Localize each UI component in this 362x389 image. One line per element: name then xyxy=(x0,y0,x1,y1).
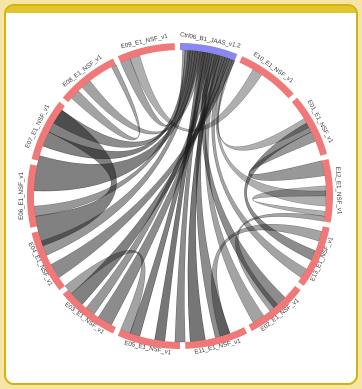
segment-arc xyxy=(239,56,294,99)
segment-arc xyxy=(31,231,65,291)
segment-arc xyxy=(117,43,175,63)
chord-diagram: Ctrl06_B1_JAAS_v1.2E10_E1_NSF_v1E01_E1_N… xyxy=(18,31,343,357)
segment-arc xyxy=(26,164,38,228)
link-ribbon xyxy=(211,224,322,337)
link-ribbon xyxy=(248,131,325,181)
ribbons xyxy=(33,49,327,343)
segment-arc xyxy=(62,289,116,334)
segment-arcs xyxy=(26,43,333,349)
segment-arc xyxy=(185,327,248,349)
link-ribbon xyxy=(120,49,186,127)
figure-frame: Ctrl06_B1_JAAS_v1.2 E10_E1_NSF_v1 E01_E1_N… xyxy=(4,4,358,385)
segment-label: E06_E1_NSF_v1 xyxy=(18,172,25,220)
segment-arc xyxy=(321,158,333,223)
link-ribbon xyxy=(85,53,219,315)
segment-arc xyxy=(117,329,180,349)
segment-arc xyxy=(62,58,116,103)
segment-arc xyxy=(180,43,238,61)
segment-arc xyxy=(291,97,328,156)
segment-arc xyxy=(31,101,65,161)
segment-label: E12_E1_NSF_v1 xyxy=(334,166,343,215)
segment-arc xyxy=(248,285,301,332)
segment-arc xyxy=(298,226,330,286)
link-ribbon xyxy=(174,51,209,343)
